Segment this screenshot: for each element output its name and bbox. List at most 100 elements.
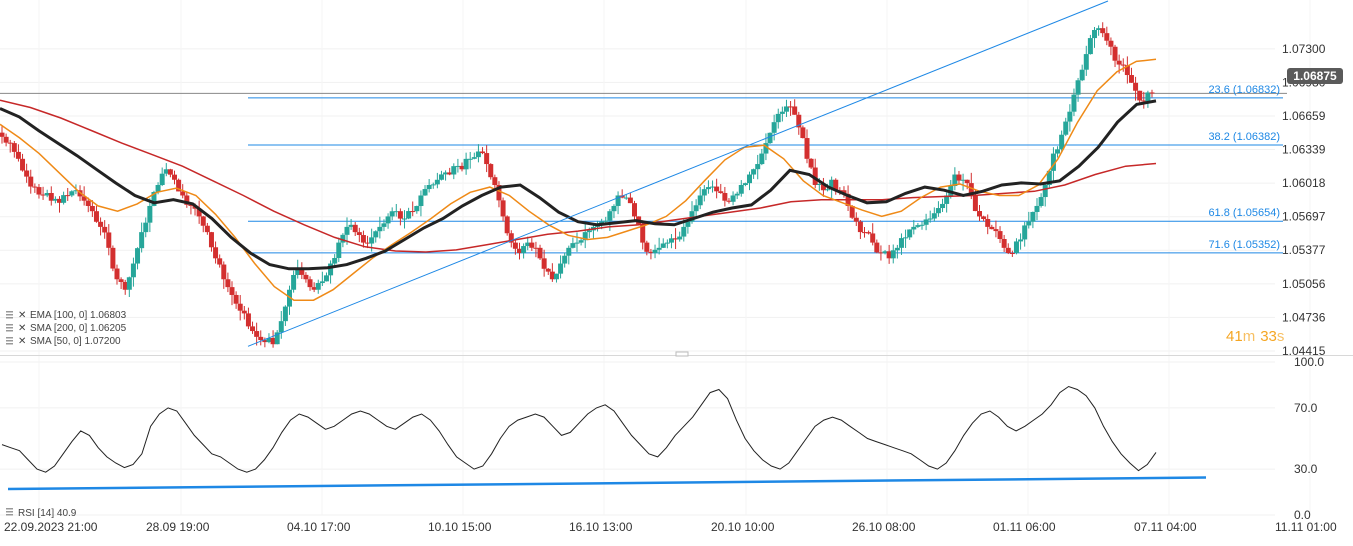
candle-body [607,211,613,221]
candle-body [656,247,662,250]
candle-body [558,263,564,274]
candle [434,172,440,189]
indicator-legend: ✕ EMA [100, 0] 1.06803 ✕ SMA [200, 0] 1.062… [6,310,127,347]
candle-body [135,248,141,264]
candle-body [204,225,210,233]
candle-body [369,237,375,244]
candle-body [697,195,703,206]
candle-body [414,206,420,212]
candle [139,222,145,253]
candle [841,186,847,198]
rsi-legend-menu-icon[interactable] [6,508,13,516]
candle-body [566,247,572,256]
legend-menu-icon [6,311,13,313]
candle [718,184,724,194]
candle-body [365,242,371,244]
candle-body [997,231,1003,240]
candle-body [788,106,794,108]
candle-body [200,216,206,226]
candle [319,271,325,286]
candle [767,132,773,145]
candle [504,215,510,236]
candle [1112,44,1118,68]
candle [640,220,646,250]
candle-body [623,197,629,199]
candle-body [229,287,235,295]
candle [307,276,313,291]
fib-level-label: 38.2 (1.06382) [1208,131,1280,143]
candle-body [373,231,379,238]
candle-body [1116,60,1122,65]
candle [237,295,243,321]
candle [336,237,342,263]
legend-close-icon[interactable]: ✕ [18,310,26,321]
candle-body [517,248,522,254]
candle-body [451,166,457,175]
candle-body [660,243,666,248]
legend-menu-icon [6,343,13,345]
candle-body [779,111,785,114]
candle-body [537,247,543,259]
candle [1022,221,1028,247]
candle-body [1104,33,1110,41]
candle-body [32,186,38,188]
candle-body [180,191,186,196]
candle-body [1022,225,1028,240]
candle [377,216,383,239]
candle-body [767,132,773,144]
candle [393,203,399,217]
candle [463,152,469,175]
candle [7,139,13,153]
candle-countdown: 41m 33s [1226,328,1284,345]
candle [11,141,17,158]
candle-body [1071,94,1077,112]
candle-body [611,205,617,212]
candle-body [763,143,769,154]
candle-body [217,258,223,265]
candle [993,220,999,238]
legend-close-icon[interactable]: ✕ [18,336,26,347]
candle-body [24,170,30,177]
candle-body [3,136,9,143]
candle [985,214,991,235]
candle-body [722,192,728,201]
candle-body [291,274,297,290]
candle [373,230,379,243]
candle [894,244,900,259]
rsi-trendline [7,476,1207,491]
candle-body [57,198,62,203]
candle-body [484,153,490,165]
candle [1005,243,1011,255]
candle-body [668,238,674,243]
legend-close-icon[interactable]: ✕ [18,323,26,334]
candle-body [521,246,527,254]
candle [1063,117,1069,137]
price-tick-label: 1.04736 [1282,310,1326,324]
candle [233,291,239,309]
candle [291,270,297,293]
candle [1067,104,1073,132]
rsi-legend: RSI [14] 40.9 [6,508,77,519]
candle-body [525,242,531,247]
candle [385,213,391,229]
current-price-badge-bg [1287,68,1343,84]
candle [833,178,839,195]
candle-body [927,218,933,220]
candle [102,220,108,239]
candle-body [241,310,247,314]
candle-body [1018,239,1024,242]
candle [172,170,177,185]
candle [911,219,917,235]
candle-body [459,165,465,170]
candle-body [356,232,362,236]
pane-resize-handle[interactable] [675,351,689,357]
candle-body [664,242,670,244]
candle [315,279,321,294]
candle [915,222,921,229]
candle [964,179,970,190]
candle-body [48,193,54,201]
candle [459,162,465,172]
candle [328,260,334,284]
candle-body [397,211,403,219]
candle-body [1087,38,1093,55]
